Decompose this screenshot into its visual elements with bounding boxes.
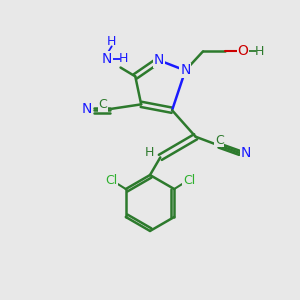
Text: N: N	[102, 52, 112, 66]
Text: C: C	[98, 98, 107, 111]
Text: Cl: Cl	[183, 174, 195, 187]
Text: C: C	[215, 134, 224, 147]
Text: H: H	[255, 45, 264, 58]
Text: N: N	[241, 146, 251, 160]
Text: Cl: Cl	[105, 174, 117, 187]
Text: H: H	[107, 34, 116, 48]
Text: N: N	[154, 53, 164, 67]
Text: N: N	[82, 102, 92, 116]
Text: H: H	[119, 52, 128, 65]
Text: O: O	[237, 44, 248, 58]
Text: N: N	[180, 64, 190, 77]
Text: H: H	[144, 146, 154, 159]
